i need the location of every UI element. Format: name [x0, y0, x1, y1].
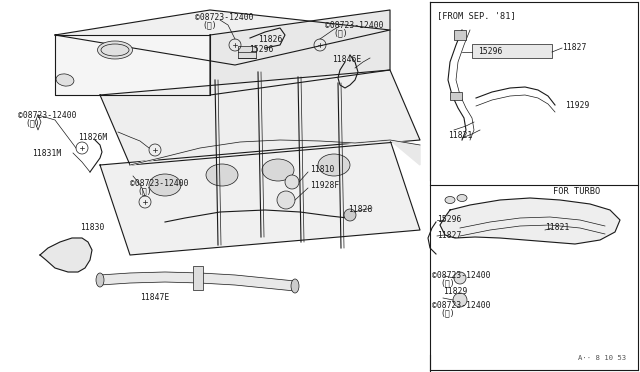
Text: 11830: 11830 [80, 224, 104, 232]
Text: (２): (２) [440, 308, 454, 317]
Polygon shape [440, 198, 620, 244]
Circle shape [454, 272, 466, 284]
Text: ©08723-12400: ©08723-12400 [432, 301, 490, 310]
Text: 11827: 11827 [437, 231, 461, 241]
Polygon shape [55, 35, 210, 95]
Ellipse shape [318, 154, 350, 176]
Text: 11826M: 11826M [78, 132, 108, 141]
Text: 11828: 11828 [348, 205, 372, 215]
Polygon shape [100, 140, 420, 255]
Text: 11846E: 11846E [332, 55, 361, 64]
Polygon shape [55, 10, 390, 65]
Text: 11829: 11829 [443, 288, 467, 296]
FancyBboxPatch shape [472, 44, 552, 58]
Ellipse shape [206, 164, 238, 186]
Text: (１): (１) [333, 29, 348, 38]
Text: 11831M: 11831M [32, 148, 61, 157]
Text: (２): (２) [440, 279, 454, 288]
Text: 11826: 11826 [258, 35, 282, 45]
Polygon shape [40, 238, 92, 272]
Text: 11827: 11827 [562, 44, 586, 52]
Text: (１): (１) [137, 186, 152, 196]
Text: 11810: 11810 [310, 166, 334, 174]
Bar [454, 30, 466, 40]
Text: FOR TURBO: FOR TURBO [553, 187, 600, 196]
Text: 11821: 11821 [448, 131, 472, 140]
Circle shape [453, 293, 467, 307]
Text: ©08723-12400: ©08723-12400 [195, 13, 253, 22]
Text: 15296: 15296 [249, 45, 273, 55]
Circle shape [344, 209, 356, 221]
Bar [450, 92, 462, 100]
Ellipse shape [457, 195, 467, 202]
Text: 11929: 11929 [565, 100, 589, 109]
Text: ©08723-12400: ©08723-12400 [432, 270, 490, 279]
Ellipse shape [262, 159, 294, 181]
Text: 15296: 15296 [437, 215, 461, 224]
Text: [FROM SEP. '81]: [FROM SEP. '81] [437, 12, 516, 20]
Text: (１): (１) [25, 119, 40, 128]
Ellipse shape [149, 174, 181, 196]
Ellipse shape [445, 196, 455, 203]
Circle shape [285, 175, 299, 189]
Text: 15296: 15296 [478, 48, 502, 57]
Bar [238, 46, 256, 58]
Text: ©08723-12400: ©08723-12400 [130, 179, 189, 187]
Ellipse shape [96, 273, 104, 287]
Ellipse shape [291, 279, 299, 293]
Text: 11847E: 11847E [140, 294, 169, 302]
Circle shape [277, 191, 295, 209]
Polygon shape [100, 70, 420, 165]
Polygon shape [100, 272, 295, 291]
Bar [193, 266, 203, 290]
Text: ©08723-12400: ©08723-12400 [325, 20, 383, 29]
Text: (１): (１) [202, 20, 216, 29]
Text: 11821: 11821 [545, 224, 570, 232]
Text: 11928F: 11928F [310, 180, 339, 189]
Polygon shape [130, 140, 420, 165]
Ellipse shape [97, 41, 132, 59]
Ellipse shape [56, 74, 74, 86]
Text: A·· 8 10 53: A·· 8 10 53 [578, 355, 626, 361]
Text: ©08723-12400: ©08723-12400 [18, 110, 77, 119]
Polygon shape [210, 10, 390, 95]
